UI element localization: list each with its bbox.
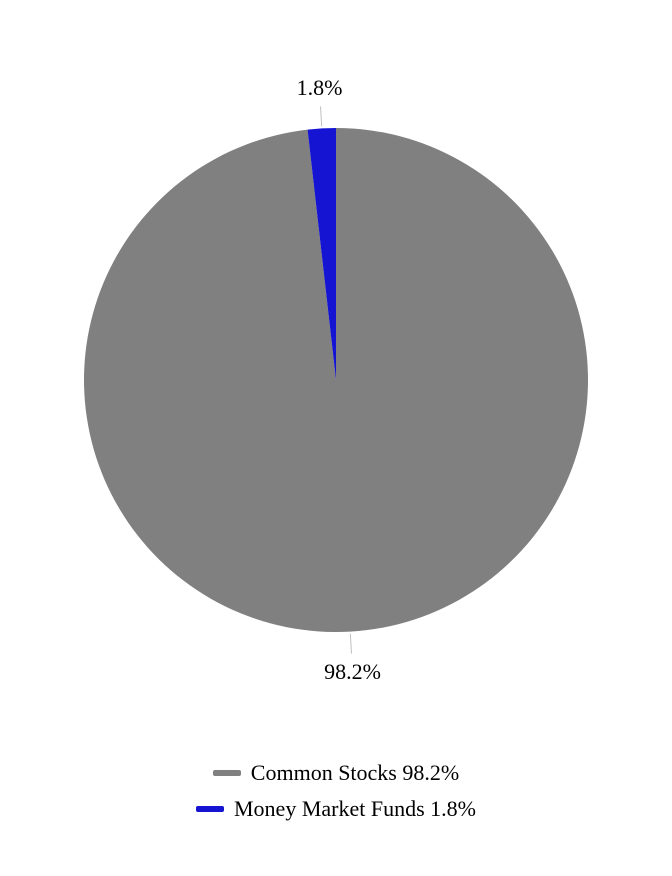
legend-swatch — [196, 806, 224, 812]
leader-line — [321, 106, 322, 126]
legend: Common Stocks 98.2% Money Market Funds 1.… — [0, 760, 672, 822]
slice-label: 1.8% — [297, 75, 343, 101]
leader-line — [350, 634, 351, 654]
legend-swatch — [213, 770, 241, 776]
legend-item: Money Market Funds 1.8% — [196, 796, 476, 822]
pie-chart-container: 98.2% 1.8% Common Stocks 98.2% Money Marke… — [0, 0, 672, 876]
legend-label: Money Market Funds 1.8% — [234, 796, 476, 822]
pie-chart-svg — [0, 0, 672, 876]
legend-label: Common Stocks 98.2% — [251, 760, 459, 786]
legend-item: Common Stocks 98.2% — [213, 760, 459, 786]
pie-slice — [84, 128, 588, 632]
slice-label: 98.2% — [324, 659, 381, 685]
